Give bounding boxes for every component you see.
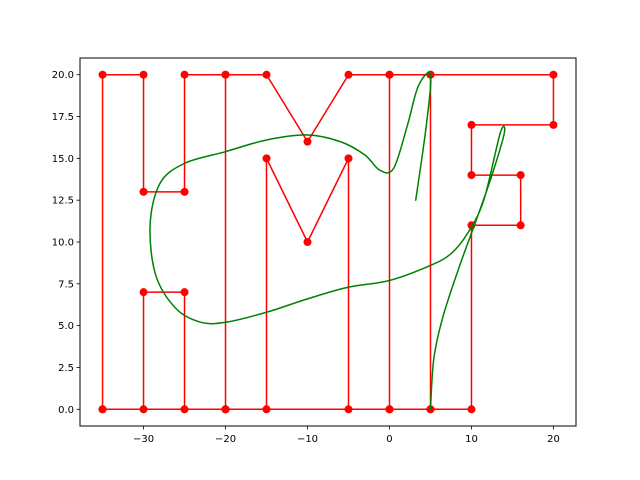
y-tick-label: 17.5 (52, 112, 74, 123)
x-tick-label: −20 (215, 434, 236, 445)
y-tick-label: 15.0 (52, 154, 74, 165)
x-tick-label: −10 (297, 434, 318, 445)
series-0-point-14 (221, 70, 230, 79)
x-axis: −30 −20 −10 0 10 20 (133, 426, 560, 445)
series-0-point-30 (467, 405, 476, 414)
series-0-point-1 (98, 70, 107, 79)
series-0-point-20 (344, 405, 353, 414)
series-0-point-8 (180, 405, 189, 414)
x-tick-label: 20 (547, 434, 560, 445)
series-0-point-37 (549, 70, 558, 79)
x-tick-label: −30 (133, 434, 154, 445)
series-0-point-27 (385, 70, 394, 79)
series-0-point-15 (262, 70, 271, 79)
series-0-point-10 (139, 288, 148, 297)
series-0-point-34 (467, 171, 476, 180)
y-axis: 0.0 2.5 5.0 7.5 10.0 12.5 15.0 17.5 20.0 (52, 70, 80, 416)
series-0-point-9 (180, 288, 189, 297)
x-tick-label: 0 (386, 434, 392, 445)
series-0-point-3 (139, 187, 148, 196)
series-0-point-4 (180, 187, 189, 196)
y-tick-label: 0.0 (58, 405, 74, 416)
series-0-point-16 (303, 137, 312, 146)
series-0-point-12 (98, 405, 107, 414)
plot-area (98, 70, 558, 414)
series-0-point-32 (516, 221, 525, 230)
series-0-point-11 (139, 405, 148, 414)
y-tick-label: 7.5 (58, 279, 74, 290)
series-0-point-35 (467, 120, 476, 129)
series-0-point-23 (262, 154, 271, 163)
series-0-point-22 (303, 238, 312, 246)
series-0-point-33 (516, 171, 525, 180)
series-0-point-36 (549, 120, 558, 129)
x-tick-label: 10 (465, 434, 478, 445)
series-0-point-2 (139, 70, 148, 79)
series-0-point-17 (344, 70, 353, 79)
series-0-point-21 (344, 154, 353, 163)
y-tick-label: 5.0 (58, 321, 74, 332)
y-tick-label: 10.0 (52, 238, 74, 249)
axes-frame (79, 57, 577, 427)
series-0-point-40 (385, 405, 394, 414)
y-tick-label: 20.0 (52, 70, 74, 81)
series-1-curve (149, 71, 506, 411)
series-0-point-25 (221, 405, 230, 414)
series-0-point-24 (262, 405, 271, 414)
series-0-point-5 (180, 70, 189, 79)
y-tick-label: 2.5 (58, 363, 74, 374)
y-tick-label: 12.5 (52, 196, 74, 207)
